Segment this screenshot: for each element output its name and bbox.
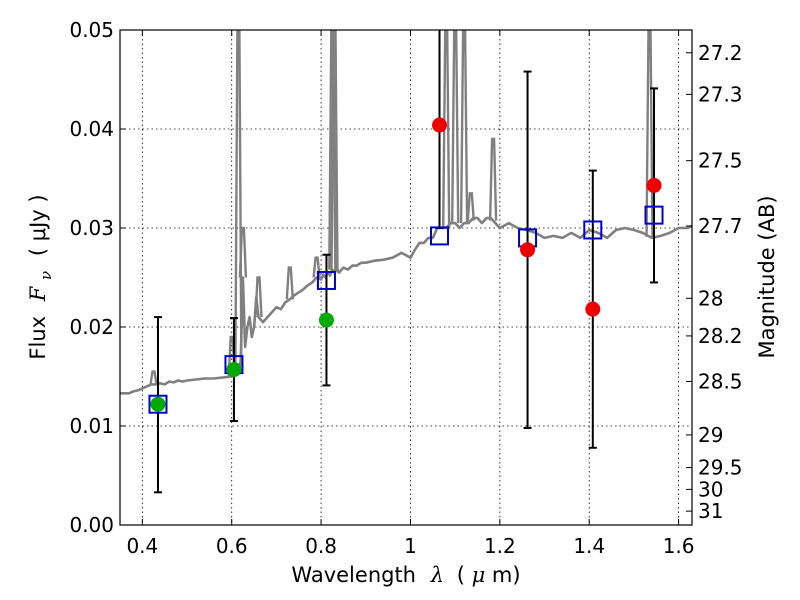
detection-point xyxy=(226,362,242,378)
y-tick-label: 0.02 xyxy=(69,315,114,339)
measured-points xyxy=(150,117,662,412)
x-tick-label: 1.2 xyxy=(484,534,516,558)
model-square xyxy=(316,270,336,290)
error-bars xyxy=(153,30,659,494)
plot-background xyxy=(120,30,692,525)
magnitude-tick-label: 31 xyxy=(698,499,723,523)
x-axis-title-prefix: Wavelength xyxy=(291,563,416,587)
upper-limit-point xyxy=(646,177,662,193)
x-tick-label: 0.8 xyxy=(305,534,337,558)
emission-spike xyxy=(234,30,243,367)
emission-spike xyxy=(645,30,654,237)
upper-limit-point xyxy=(585,301,601,317)
emission-spike xyxy=(466,192,475,221)
emission-spike xyxy=(328,30,337,270)
x-tick-label: 0.6 xyxy=(216,534,248,558)
magnitude-tick-label: 27.5 xyxy=(698,149,743,173)
model-square xyxy=(148,394,168,414)
y-axis-title-subscript: ν xyxy=(37,271,55,280)
x-axis-title: Wavelength λ ( μ m) xyxy=(291,563,520,587)
magnitude-tick-label: 28.5 xyxy=(698,369,743,393)
magnitude-tick-label: 27.7 xyxy=(698,214,743,238)
emission-spike xyxy=(285,266,294,300)
y-axis-title-symbol: F xyxy=(26,285,50,302)
model-square xyxy=(583,220,603,240)
y-tick-label: 0.00 xyxy=(69,513,114,537)
emission-spike xyxy=(149,370,158,385)
model-square xyxy=(644,205,664,225)
y-tick-label: 0.05 xyxy=(69,18,114,42)
emission-spike xyxy=(330,30,339,273)
x-tick-label: 1.6 xyxy=(663,534,695,558)
emission-spike xyxy=(312,256,321,278)
upper-limit-point xyxy=(520,242,536,258)
x-tick-label: 1 xyxy=(404,534,417,558)
model-square xyxy=(430,226,450,246)
upper-limit-point xyxy=(432,117,448,133)
axis-ticks: 0.4 0.6 0.8 1 1.2 1.4 1.6 0.00 0.01 0.02 0.03 0.04 0… xyxy=(69,18,742,558)
magnitude-tick-label: 28.2 xyxy=(698,324,743,348)
emission-spike xyxy=(459,30,469,224)
y-tick-label: 0.01 xyxy=(69,414,114,438)
y-tick-label: 0.03 xyxy=(69,216,114,240)
magnitude-tick-label: 27.3 xyxy=(698,82,743,106)
emission-spike xyxy=(254,276,263,318)
emission-spike xyxy=(451,30,460,224)
x-axis-title-symbol: λ xyxy=(430,563,444,587)
magnitude-tick-label: 29 xyxy=(698,423,723,447)
x-axis-title-unit-mu: μ xyxy=(472,563,486,587)
emission-spike xyxy=(488,137,498,221)
y-axis-title-unit: ( μJy ) xyxy=(26,194,50,256)
x-axis-title-unit-rest: m) xyxy=(492,563,521,587)
y-tick-label: 0.04 xyxy=(69,117,114,141)
spectrum-line xyxy=(120,216,692,395)
magnitude-tick-label: 27.2 xyxy=(698,41,743,65)
detection-point xyxy=(318,312,334,328)
x-tick-label: 0.4 xyxy=(126,534,158,558)
y-axis-title: Flux F ν ( μJy ) xyxy=(26,194,56,359)
magnitude-tick-label: 30 xyxy=(698,477,723,501)
emission-spikes xyxy=(149,30,654,385)
y-axis-title-prefix: Flux xyxy=(26,316,50,360)
x-tick-label: 1.4 xyxy=(573,534,605,558)
right-axis-title: Magnitude (AB) xyxy=(755,195,779,358)
data-layer xyxy=(120,30,692,494)
magnitude-tick-label: 29.5 xyxy=(698,456,743,480)
x-axis-title-unit-open: ( xyxy=(457,563,465,587)
detection-point xyxy=(150,396,166,412)
plot-frame xyxy=(119,29,693,526)
magnitude-tick-label: 28 xyxy=(698,286,723,310)
emission-spike xyxy=(238,226,248,278)
